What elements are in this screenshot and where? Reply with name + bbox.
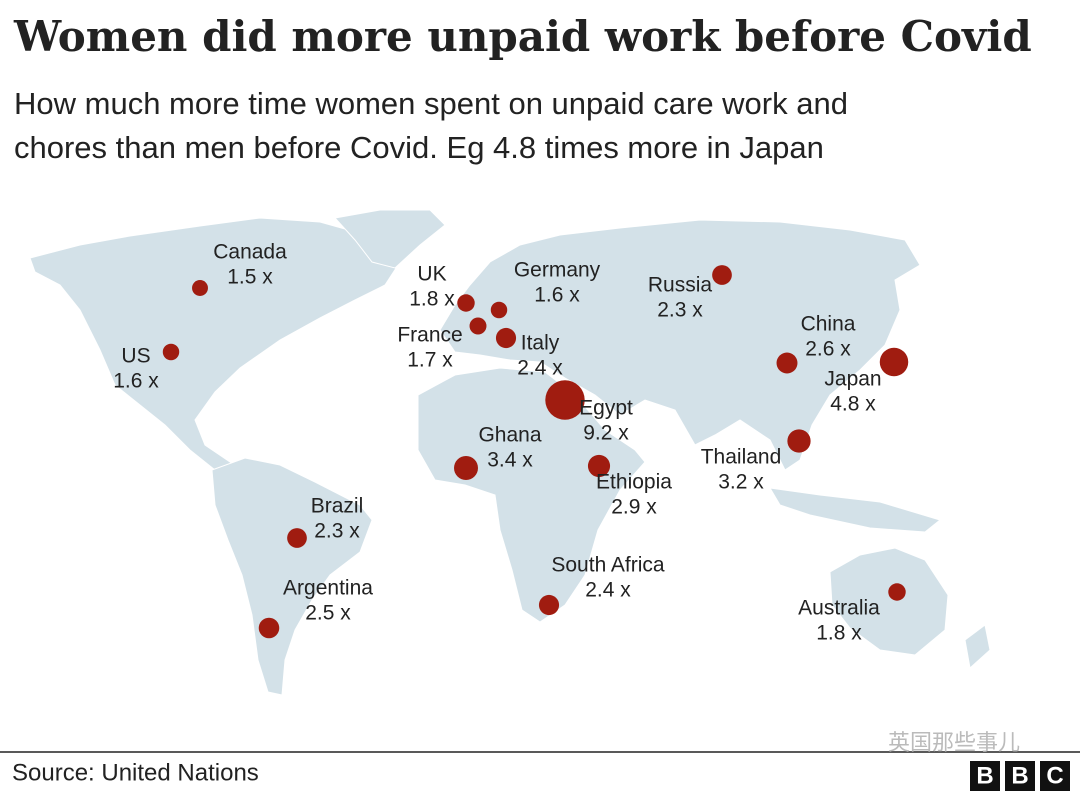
title: Women did more unpaid work before Covid	[13, 12, 1032, 61]
country-label: UK	[417, 263, 446, 286]
country-label: Canada	[213, 241, 287, 264]
value-label: 3.4 x	[487, 449, 533, 472]
country-label: Ghana	[478, 424, 541, 447]
subtitle: How much more time women spent on unpaid…	[14, 86, 848, 121]
logo-letter: B	[976, 762, 993, 789]
value-bubble	[879, 347, 909, 377]
country-label: Japan	[824, 368, 881, 391]
country-label: Australia	[798, 597, 880, 620]
value-label: 2.6 x	[805, 338, 851, 361]
value-bubble	[454, 456, 478, 480]
value-label: 9.2 x	[583, 422, 629, 445]
watermark: 英国那些事儿	[888, 730, 1020, 755]
logo-letter: B	[1011, 762, 1028, 789]
land	[29, 209, 991, 696]
country-label: South Africa	[551, 554, 665, 577]
value-label: 1.6 x	[113, 370, 159, 393]
country-label: Germany	[514, 259, 601, 282]
value-bubble	[787, 429, 811, 453]
value-label: 3.2 x	[718, 471, 764, 494]
value-bubble	[162, 343, 180, 361]
value-bubble	[587, 454, 611, 478]
country-label: Italy	[521, 332, 560, 355]
country-label: Ethiopia	[596, 471, 672, 494]
value-bubble	[192, 280, 208, 296]
country-label: Brazil	[311, 495, 364, 518]
value-label: 2.3 x	[657, 299, 703, 322]
logo-letter: C	[1046, 762, 1063, 789]
value-label: 4.8 x	[830, 393, 876, 416]
value-bubble	[888, 583, 906, 601]
value-bubble	[490, 301, 508, 319]
logo: B B C	[970, 761, 1070, 791]
country-label: Argentina	[283, 577, 373, 600]
value-bubble	[258, 617, 280, 639]
value-bubble	[545, 380, 585, 420]
value-label: 1.5 x	[227, 266, 273, 289]
country-label: Thailand	[701, 446, 782, 469]
country-label: Russia	[648, 274, 713, 297]
value-label: 1.6 x	[534, 284, 580, 307]
country-label: US	[121, 345, 150, 368]
value-label: 1.8 x	[816, 622, 862, 645]
value-bubble	[457, 294, 475, 312]
country-label: China	[801, 313, 856, 336]
value-bubble	[538, 594, 560, 616]
value-label: 2.9 x	[611, 496, 657, 519]
value-label: 2.4 x	[517, 357, 563, 380]
value-bubble	[776, 352, 798, 374]
value-bubble	[712, 265, 732, 285]
value-label: 2.5 x	[305, 602, 351, 625]
value-label: 2.4 x	[585, 579, 631, 602]
value-label: 1.7 x	[407, 349, 453, 372]
value-bubble	[287, 528, 307, 548]
value-label: 1.8 x	[409, 288, 455, 311]
value-bubble	[469, 317, 487, 335]
country-label: France	[397, 324, 462, 347]
subtitle: chores than men before Covid. Eg 4.8 tim…	[14, 130, 824, 165]
value-bubble	[495, 327, 517, 349]
value-label: 2.3 x	[314, 520, 360, 543]
source: Source: United Nations	[12, 759, 259, 786]
country-label: Egypt	[579, 397, 633, 420]
